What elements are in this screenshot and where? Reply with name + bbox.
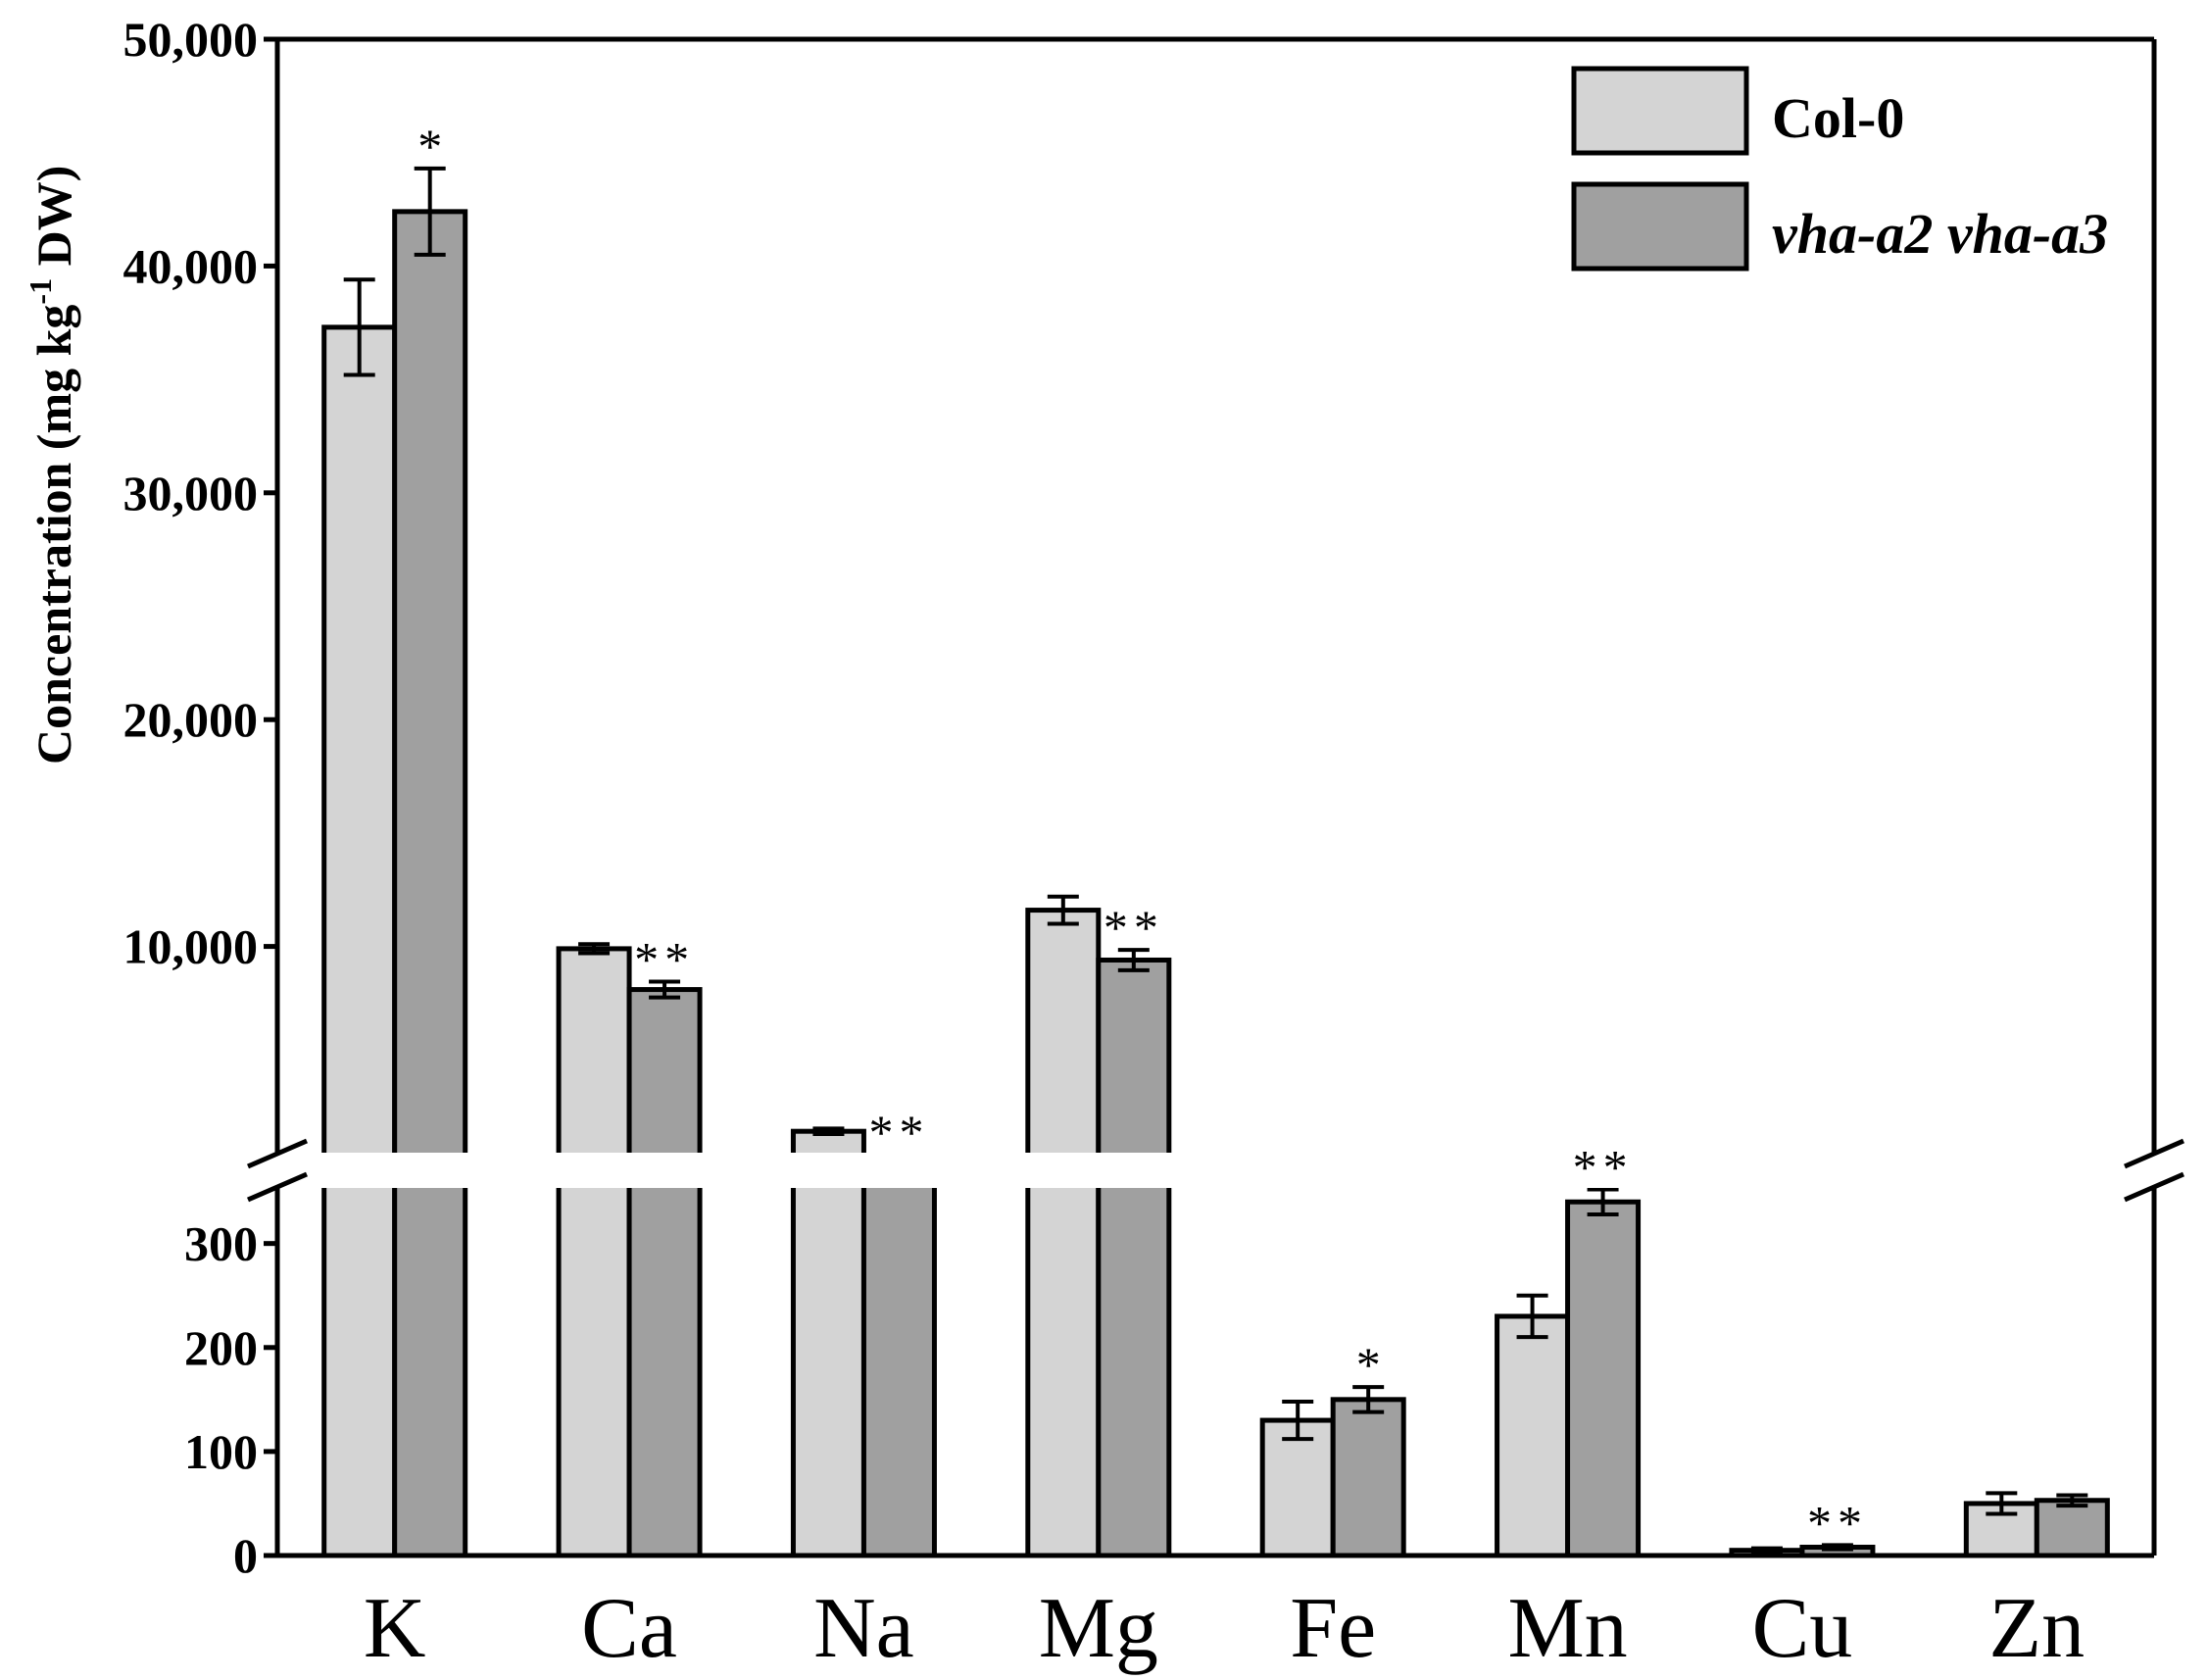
legend: Col-0 vha-a2 vha-a3 bbox=[1571, 66, 2108, 272]
category-label-mn: Mn bbox=[1507, 1581, 1627, 1676]
plot-frame bbox=[247, 36, 2184, 1558]
significance-vha-a2-vha-a3-k: * bbox=[417, 119, 442, 173]
significance-vha-a2-vha-a3-mn: ** bbox=[1573, 1139, 1634, 1194]
bar-col-0-na bbox=[790, 1128, 866, 1558]
significance-vha-a2-vha-a3-mg: ** bbox=[1104, 900, 1164, 955]
upper-y-tick-label-2: 30,000 bbox=[123, 466, 259, 520]
lower-y-tick-label-3: 300 bbox=[184, 1216, 258, 1271]
bar-vha-a2-vha-a3-ca bbox=[626, 987, 703, 1558]
bar-col-0-k bbox=[321, 324, 398, 1558]
upper-y-tick-label-4: 50,000 bbox=[123, 12, 259, 67]
axis-break-mark-left-1 bbox=[247, 1138, 308, 1169]
axis-break-mark-right-2 bbox=[2124, 1171, 2184, 1203]
y-axis-ticks: 10,000 20,000 30,000 40,000 50,000 0 100 200 300 bbox=[123, 12, 277, 1583]
upper-y-tick-label-1: 20,000 bbox=[123, 692, 259, 747]
bar-vha-a2-vha-a3-mn bbox=[1565, 1199, 1642, 1558]
bar-col-0-ca bbox=[556, 946, 632, 1558]
bar-vha-a2-vha-a3-na bbox=[860, 1154, 937, 1558]
legend-label-col-0: Col-0 bbox=[1772, 86, 1904, 150]
legend-label-vha: vha-a2 vha-a3 bbox=[1772, 202, 2108, 266]
bar-vha-a2-vha-a3-fe bbox=[1330, 1397, 1406, 1558]
bar-col-0-mn bbox=[1495, 1313, 1571, 1558]
y-axis-label: Concentration (mg kg-1 DW) bbox=[23, 166, 81, 765]
bar-vha-a2-vha-a3-k bbox=[392, 209, 468, 1558]
bar-col-0-fe bbox=[1259, 1417, 1336, 1558]
significance-vha-a2-vha-a3-na: ** bbox=[868, 1105, 929, 1160]
significance-vha-a2-vha-a3-ca: ** bbox=[634, 931, 695, 986]
category-label-mg: Mg bbox=[1039, 1581, 1158, 1676]
category-label-fe: Fe bbox=[1290, 1581, 1376, 1676]
category-label-ca: Ca bbox=[581, 1581, 677, 1676]
significance-vha-a2-vha-a3-cu: ** bbox=[1807, 1495, 1868, 1550]
x-axis-categories: K Ca Na Mg Fe Mn Cu Zn bbox=[364, 1581, 2085, 1676]
lower-y-tick-label-1: 100 bbox=[184, 1424, 258, 1479]
lower-y-tick-label-0: 0 bbox=[233, 1528, 258, 1583]
category-label-k: K bbox=[364, 1581, 426, 1676]
upper-y-tick-label-0: 10,000 bbox=[123, 919, 259, 974]
category-label-zn: Zn bbox=[1988, 1581, 2085, 1676]
legend-swatch-vha bbox=[1571, 181, 1749, 272]
significance-markers: ************ bbox=[417, 119, 1868, 1550]
bar-col-0-mg bbox=[1025, 908, 1102, 1558]
upper-y-tick-label-3: 40,000 bbox=[123, 238, 259, 293]
bars-layer bbox=[321, 166, 2110, 1558]
category-label-na: Na bbox=[813, 1581, 914, 1676]
lower-y-tick-label-2: 200 bbox=[184, 1320, 258, 1375]
axis-break-mark-right-1 bbox=[2124, 1138, 2184, 1169]
bar-vha-a2-vha-a3-zn bbox=[2034, 1498, 2110, 1558]
axis-break-gap bbox=[280, 1153, 2151, 1188]
axis-break-mark-left-2 bbox=[247, 1171, 308, 1203]
bar-vha-a2-vha-a3-mg bbox=[1096, 957, 1172, 1558]
legend-swatch-col-0 bbox=[1571, 66, 1749, 156]
category-label-cu: Cu bbox=[1752, 1581, 1853, 1676]
significance-vha-a2-vha-a3-fe: * bbox=[1356, 1337, 1381, 1392]
